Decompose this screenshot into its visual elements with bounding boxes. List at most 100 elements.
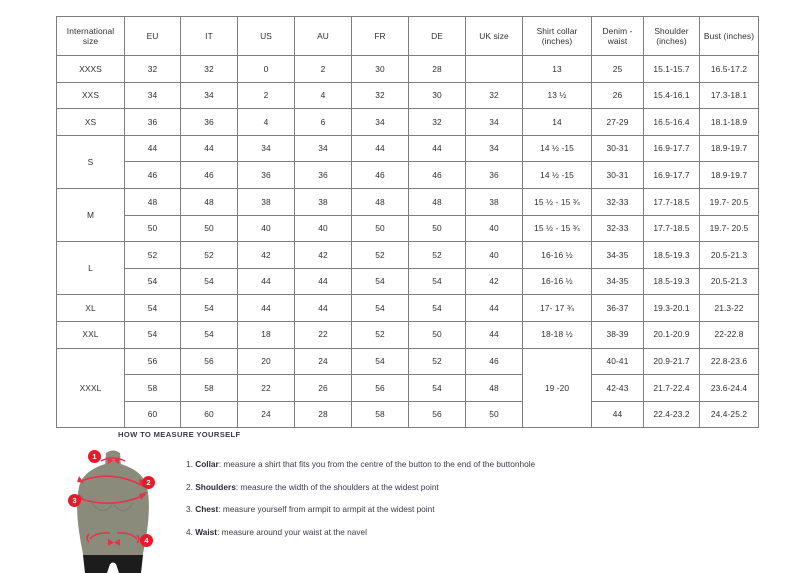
table-row: 50 50 40 40 50 50 40 15 ½ - 15 ¾ 32-33 17.7-18.5 1… bbox=[57, 214, 759, 243]
col-header-shirt-collar: Shirt collar (inches) bbox=[522, 16, 592, 56]
body-measurement-diagram: 1 2 3 4 bbox=[68, 447, 156, 573]
cell-de: 54 bbox=[408, 374, 466, 402]
cell-de: 56 bbox=[408, 400, 466, 429]
measurement-step-label: Chest bbox=[195, 504, 219, 515]
cell-fr: 48 bbox=[351, 187, 409, 216]
table-row: 58 58 22 26 56 54 48 42-43 21.7-22.4 23.6-24.4 bbox=[57, 374, 759, 402]
cell-bust: 20.5-21.3 bbox=[699, 267, 759, 296]
cell-eu: 60 bbox=[124, 400, 181, 429]
col-header-us: US bbox=[237, 16, 295, 56]
waist-tape-hook-left bbox=[86, 533, 90, 543]
cell-us: 38 bbox=[237, 187, 295, 216]
cell-it: 60 bbox=[180, 400, 238, 429]
cell-de: 44 bbox=[408, 134, 466, 163]
cell-de: 54 bbox=[408, 294, 466, 322]
cell-de: 46 bbox=[408, 161, 466, 189]
cell-denim-waist: 40-41 bbox=[591, 347, 644, 376]
cell-au: 38 bbox=[294, 187, 352, 216]
cell-denim-waist: 38-39 bbox=[591, 320, 644, 349]
cell-shirt-collar: 15 ½ - 15 ¾ bbox=[522, 187, 592, 216]
cell-eu: 44 bbox=[124, 134, 181, 163]
cell-denim-waist: 32-33 bbox=[591, 214, 644, 243]
cell-denim-waist: 30-31 bbox=[591, 161, 644, 189]
cell-fr: 54 bbox=[351, 347, 409, 376]
cell-international-size: XXL bbox=[56, 320, 125, 349]
marker-3-chest: 3 bbox=[68, 494, 81, 507]
cell-au: 42 bbox=[294, 241, 352, 269]
cell-bust: 20.5-21.3 bbox=[699, 241, 759, 269]
size-chart-table: International size EU IT US AU FR DE UK … bbox=[56, 16, 759, 429]
col-header-shoulder: Shoulder (inches) bbox=[643, 16, 700, 56]
cell-us: 18 bbox=[237, 320, 295, 349]
cell-eu: 54 bbox=[124, 320, 181, 349]
cell-uk-size: 46 bbox=[465, 347, 523, 376]
cell-au: 22 bbox=[294, 320, 352, 349]
cell-international-size: XXXL bbox=[56, 347, 125, 429]
cell-shoulder: 20.1-20.9 bbox=[643, 320, 700, 349]
col-header-denim-waist-line1: Denim - bbox=[602, 25, 633, 36]
cell-eu: 36 bbox=[124, 108, 181, 136]
cell-it: 46 bbox=[180, 161, 238, 189]
measurement-step: 3. Chest: measure yourself from armpit t… bbox=[186, 504, 535, 515]
waist-tape-line-right bbox=[116, 532, 138, 540]
measurement-step-number: 3. bbox=[186, 504, 193, 515]
shorts-shape bbox=[83, 555, 143, 573]
cell-us: 20 bbox=[237, 347, 295, 376]
cell-us: 4 bbox=[237, 108, 295, 136]
cell-us: 42 bbox=[237, 241, 295, 269]
cell-shoulder: 18.5-19.3 bbox=[643, 267, 700, 296]
col-header-international-size-line2: size bbox=[82, 36, 99, 46]
cell-eu: 48 bbox=[124, 187, 181, 216]
cell-bust: 18.1-18.9 bbox=[699, 108, 759, 136]
cell-uk-size: 50 bbox=[465, 400, 523, 429]
cell-fr: 30 bbox=[351, 55, 409, 83]
col-header-bust: Bust (inches) bbox=[699, 16, 759, 56]
cell-au: 4 bbox=[294, 81, 352, 110]
cell-de: 50 bbox=[408, 214, 466, 243]
cell-it: 50 bbox=[180, 214, 238, 243]
cell-shirt-collar: 14 bbox=[522, 108, 592, 136]
cell-us: 34 bbox=[237, 134, 295, 163]
cell-de: 52 bbox=[408, 347, 466, 376]
col-header-uk-size: UK size bbox=[465, 16, 523, 56]
cell-shoulder: 17.7-18.5 bbox=[643, 187, 700, 216]
cell-shirt-collar: 17- 17 ¾ bbox=[522, 294, 592, 322]
how-to-measure-title: HOW TO MEASURE YOURSELF bbox=[118, 430, 241, 439]
cell-shoulder: 22.4-23.2 bbox=[643, 400, 700, 429]
cell-us: 24 bbox=[237, 400, 295, 429]
cell-us: 22 bbox=[237, 374, 295, 402]
cell-shoulder: 16.5-16.4 bbox=[643, 108, 700, 136]
cell-denim-waist: 44 bbox=[591, 400, 644, 429]
col-header-shirt-collar-line2: (inches) bbox=[541, 36, 573, 46]
col-header-it: IT bbox=[180, 16, 238, 56]
measurement-step-label: Collar bbox=[195, 459, 219, 469]
shoulders-tape-arrow-left bbox=[77, 476, 84, 483]
measurement-step: 1. Collar: measure a shirt that fits you… bbox=[186, 459, 535, 470]
measurement-step-label: Waist bbox=[195, 527, 218, 538]
table-row: XXXL 56 56 20 24 54 52 46 19 -20 40-41 20.9-21.7 22… bbox=[56, 347, 759, 429]
cell-it: 34 bbox=[180, 81, 238, 110]
measurement-step-label: Shoulders bbox=[195, 481, 236, 492]
cell-denim-waist: 25 bbox=[591, 55, 644, 83]
table-body: XXXS 32 32 0 2 30 28 13 25 15.1-15.7 16.5-17.2 XXS 3… bbox=[56, 55, 759, 429]
cell-it: 54 bbox=[180, 320, 238, 349]
cell-denim-waist: 36-37 bbox=[591, 294, 644, 322]
cell-shoulder: 19.3-20.1 bbox=[643, 294, 700, 322]
cell-uk-size: 36 bbox=[465, 161, 523, 189]
cell-denim-waist: 34-35 bbox=[591, 267, 644, 296]
cell-international-size: L bbox=[56, 241, 125, 296]
table-row: XS 36 36 4 6 34 32 34 14 27-29 16.5-16.4 18.1-18.9 bbox=[56, 108, 759, 136]
cell-bust: 21.3-22 bbox=[699, 294, 759, 322]
cell-it: 52 bbox=[180, 241, 238, 269]
cell-de: 50 bbox=[408, 320, 466, 349]
cell-bust: 22-22.8 bbox=[699, 320, 759, 349]
col-header-shirt-collar-line1: Shirt collar bbox=[536, 25, 578, 36]
cell-eu: 54 bbox=[124, 294, 181, 322]
cell-us: 44 bbox=[237, 267, 295, 296]
chest-shading-right bbox=[113, 502, 134, 512]
cell-us: 40 bbox=[237, 214, 295, 243]
cell-uk-size: 42 bbox=[465, 267, 523, 296]
measurement-step-number: 1. bbox=[186, 459, 193, 469]
cell-shirt-collar: 19 -20 bbox=[522, 347, 592, 429]
table-row: XXS 34 34 2 4 32 30 32 13 ½ 26 15.4-16.1 17.3-18.1 bbox=[56, 81, 759, 110]
